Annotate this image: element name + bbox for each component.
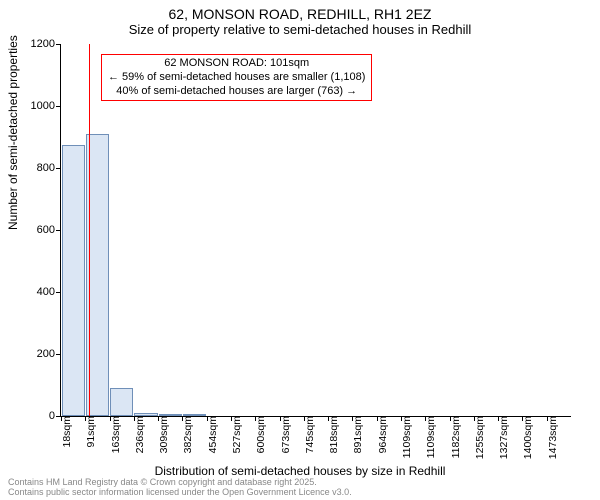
y-tick-mark [56,106,61,107]
x-tick-label: 91sqm [85,416,93,448]
y-tick-mark [56,168,61,169]
x-tick-label: 1400sqm [522,416,530,459]
x-tick-label: 600sqm [255,416,263,453]
footer-attribution: Contains HM Land Registry data © Crown c… [8,478,352,498]
annotation-line3: 40% of semi-detached houses are larger (… [108,85,365,99]
x-tick-label: 745sqm [304,416,312,453]
highlight-line [89,44,90,416]
y-tick-label: 200 [25,348,55,360]
annotation-line2: ← 59% of semi-detached houses are smalle… [108,71,365,85]
x-tick-label: 818sqm [328,416,336,453]
x-tick-label: 891sqm [352,416,360,453]
x-axis-label: Distribution of semi-detached houses by … [0,464,600,478]
histogram-bar [110,388,133,416]
x-tick-label: 18sqm [61,416,69,448]
y-tick-mark [56,230,61,231]
histogram-bar [159,414,182,416]
x-tick-label: 163sqm [110,416,118,453]
chart-plot-area: 02004006008001000120018sqm91sqm163sqm236… [60,44,571,417]
x-tick-label: 1473sqm [547,416,555,459]
x-tick-label: 236sqm [134,416,142,453]
x-tick-label: 1109sqm [401,416,409,458]
y-tick-label: 0 [25,410,55,422]
y-tick-label: 600 [25,224,55,236]
y-axis-label: Number of semi-detached properties [6,35,20,230]
y-tick-label: 1000 [25,100,55,112]
y-tick-mark [56,292,61,293]
title-line2: Size of property relative to semi-detach… [0,22,600,41]
histogram-bar [134,413,157,416]
x-tick-label: 382sqm [182,416,190,453]
y-tick-label: 800 [25,162,55,174]
y-tick-label: 400 [25,286,55,298]
footer-line2: Contains public sector information licen… [8,488,352,498]
y-tick-label: 1200 [25,38,55,50]
x-tick-label: 527sqm [231,416,239,453]
x-tick-label: 1182sqm [450,416,458,458]
title-line1: 62, MONSON ROAD, REDHILL, RH1 2EZ [0,0,600,22]
x-tick-label: 1255sqm [474,416,482,459]
annotation-line1: 62 MONSON ROAD: 101sqm [108,57,365,71]
x-tick-label: 964sqm [377,416,385,453]
x-tick-label: 454sqm [207,416,215,453]
y-tick-mark [56,354,61,355]
y-tick-mark [56,44,61,45]
x-tick-label: 309sqm [158,416,166,453]
x-tick-label: 1109sqm [425,416,433,458]
histogram-bar [183,414,206,416]
annotation-box: 62 MONSON ROAD: 101sqm← 59% of semi-deta… [101,54,372,101]
x-tick-label: 673sqm [280,416,288,453]
histogram-bar [62,145,85,416]
x-tick-label: 1327sqm [498,416,506,459]
